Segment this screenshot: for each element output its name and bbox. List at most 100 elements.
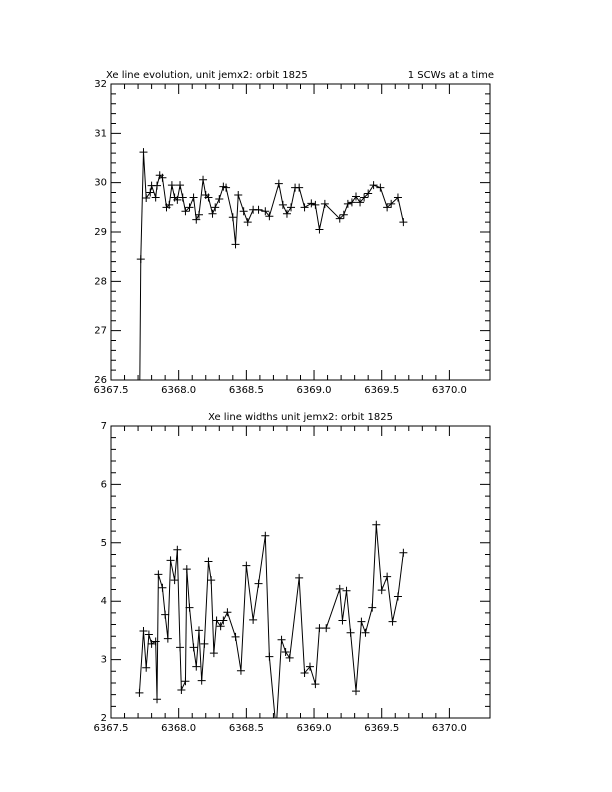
plus-marker xyxy=(197,676,206,685)
plus-marker xyxy=(153,181,162,190)
plus-marker xyxy=(151,637,160,646)
plus-marker xyxy=(388,617,397,626)
plus-marker xyxy=(315,624,324,633)
chart-title: Xe line widths unit jemx2: orbit 1825 xyxy=(208,412,393,423)
x-tick-label: 6370.0 xyxy=(432,723,467,734)
plus-marker xyxy=(338,616,347,625)
y-tick-label: 7 xyxy=(101,421,107,432)
plus-marker xyxy=(158,173,167,182)
plus-marker xyxy=(189,193,198,202)
plus-marker xyxy=(305,662,314,671)
plus-marker xyxy=(300,203,309,212)
plus-marker xyxy=(178,193,187,202)
plus-marker xyxy=(200,639,209,648)
plus-marker xyxy=(265,212,274,221)
x-tick-label: 6367.5 xyxy=(94,385,129,396)
plus-marker xyxy=(170,576,179,585)
plus-marker xyxy=(139,626,148,635)
plus-marker xyxy=(393,193,402,202)
plus-marker xyxy=(265,652,274,661)
plus-marker xyxy=(135,688,144,697)
data-line xyxy=(139,152,404,380)
plus-marker xyxy=(343,199,352,208)
plus-marker xyxy=(364,189,373,198)
plus-marker xyxy=(295,573,304,582)
plus-marker xyxy=(335,584,344,593)
x-tick-label: 6370.0 xyxy=(432,385,467,396)
plus-marker xyxy=(311,680,320,689)
plot-frame xyxy=(110,425,491,719)
plus-marker xyxy=(234,191,243,199)
plus-marker xyxy=(387,199,396,208)
plus-marker xyxy=(361,628,370,637)
plus-marker xyxy=(142,663,151,672)
y-tick-label: 30 xyxy=(94,178,107,189)
y-tick-label: 28 xyxy=(94,276,107,287)
x-tick-label: 6368.5 xyxy=(229,385,264,396)
plus-marker xyxy=(223,608,232,617)
plot-frame xyxy=(110,83,491,381)
plus-marker xyxy=(139,148,148,157)
plus-marker xyxy=(222,183,231,192)
plus-marker xyxy=(254,579,263,588)
plus-marker xyxy=(347,198,356,207)
y-tick-label: 29 xyxy=(94,227,107,238)
plus-marker xyxy=(192,215,201,224)
plus-marker xyxy=(236,666,245,675)
plus-marker xyxy=(243,218,252,227)
chart: Xe line evolution, unit jemx2: orbit 182… xyxy=(94,70,495,396)
plus-marker xyxy=(209,649,218,658)
plus-marker xyxy=(368,603,377,612)
plus-marker xyxy=(211,203,220,212)
x-tick-label: 6368.0 xyxy=(161,723,196,734)
plus-marker xyxy=(158,583,167,592)
x-tick-label: 6369.0 xyxy=(297,385,332,396)
plus-marker xyxy=(228,213,237,222)
x-tick-label: 6368.5 xyxy=(229,723,264,734)
plus-marker xyxy=(212,616,221,625)
plus-marker xyxy=(261,531,270,540)
x-tick-label: 6367.5 xyxy=(94,723,129,734)
x-tick-label: 6369.5 xyxy=(364,385,399,396)
plus-marker xyxy=(369,181,378,190)
y-tick-label: 4 xyxy=(101,596,107,607)
y-tick-label: 3 xyxy=(101,655,107,666)
plus-marker xyxy=(194,210,203,219)
plus-marker xyxy=(151,193,160,202)
plus-marker xyxy=(219,616,228,625)
plus-marker xyxy=(357,617,366,626)
plus-marker xyxy=(307,199,316,208)
x-tick-label: 6369.5 xyxy=(364,723,399,734)
plus-marker xyxy=(315,225,324,234)
plus-marker xyxy=(216,622,225,631)
plus-marker xyxy=(163,634,172,643)
x-tick-label: 6368.0 xyxy=(161,385,196,396)
plus-marker xyxy=(194,626,203,635)
plus-marker xyxy=(399,548,408,557)
y-tick-label: 32 xyxy=(94,79,107,90)
plus-marker xyxy=(356,198,365,207)
plus-marker xyxy=(272,726,280,734)
plus-marker xyxy=(383,203,392,212)
y-tick-label: 27 xyxy=(94,326,107,337)
plus-marker xyxy=(311,200,320,209)
plus-marker xyxy=(322,624,331,633)
plus-marker xyxy=(208,209,217,218)
plus-marker xyxy=(144,630,153,639)
plus-marker xyxy=(189,643,198,652)
plus-marker xyxy=(285,653,294,662)
plus-marker xyxy=(161,610,170,619)
plus-marker xyxy=(346,628,355,637)
plus-marker xyxy=(166,556,175,565)
plus-marker xyxy=(146,188,155,197)
plus-marker xyxy=(377,586,386,595)
plus-marker xyxy=(274,179,283,188)
plus-marker xyxy=(142,193,151,202)
plus-marker xyxy=(287,203,296,212)
plus-marker xyxy=(239,207,248,216)
plus-marker xyxy=(173,545,182,554)
plus-marker xyxy=(360,193,369,202)
plus-marker xyxy=(176,181,185,190)
plus-marker xyxy=(181,207,190,216)
